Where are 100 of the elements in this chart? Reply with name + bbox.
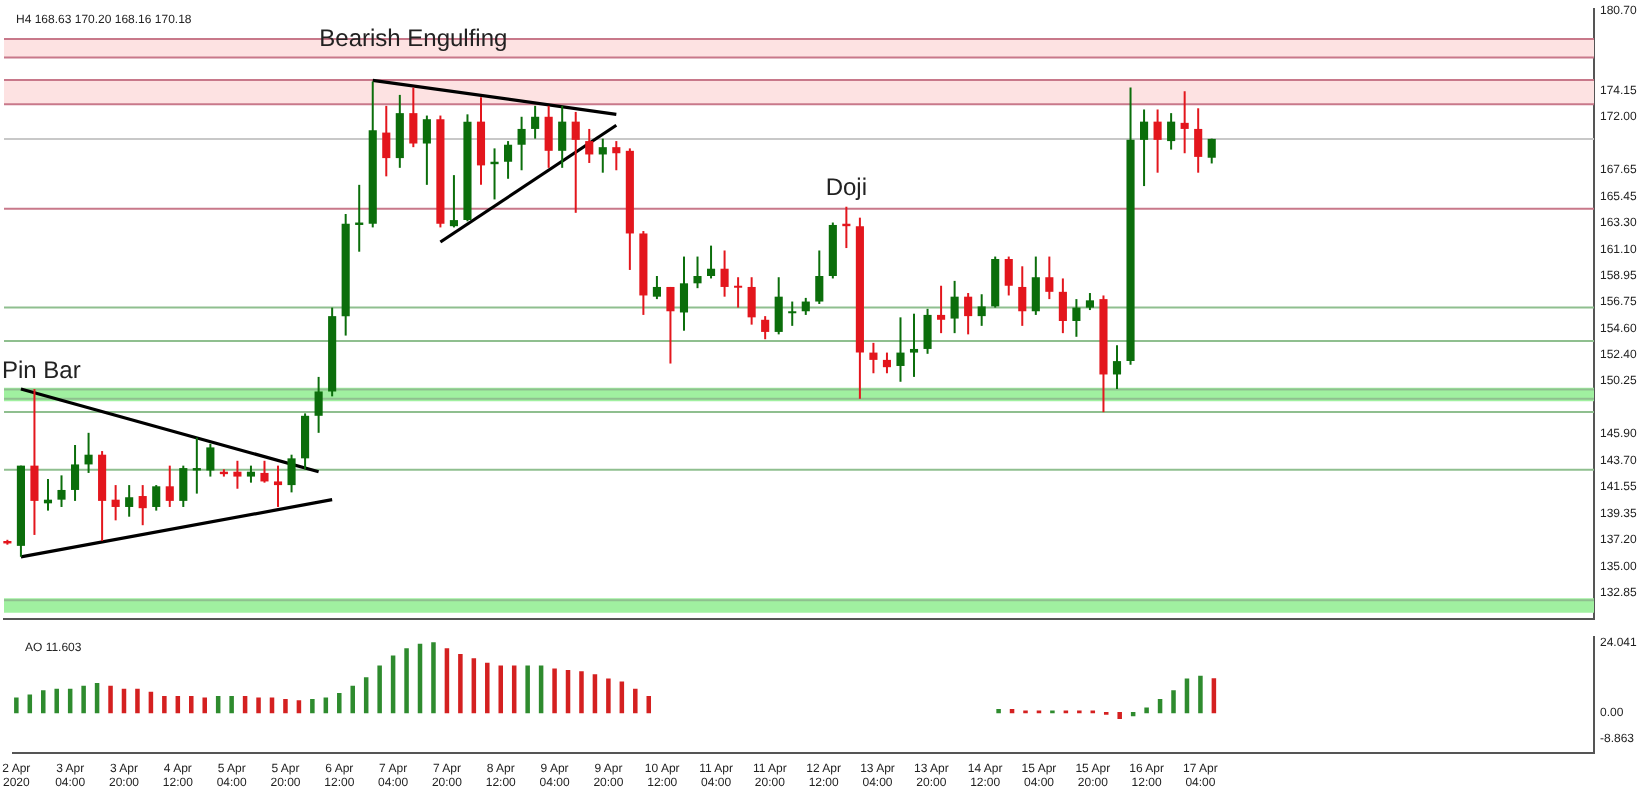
candlestick	[233, 459, 242, 490]
candlestick	[679, 255, 689, 332]
candlestick	[761, 315, 770, 341]
candlestick	[165, 464, 174, 508]
bar	[54, 688, 59, 714]
candlestick	[666, 285, 675, 365]
bar	[202, 697, 207, 714]
candlestick	[734, 276, 743, 309]
candlestick	[909, 312, 919, 378]
candlestick	[1004, 255, 1013, 297]
candlestick	[1045, 255, 1054, 301]
candlestick	[490, 147, 499, 201]
candlestick	[896, 316, 905, 383]
candlestick	[585, 127, 594, 164]
candlestick	[964, 292, 973, 336]
candlestick	[395, 93, 404, 169]
candlestick	[652, 275, 661, 301]
candlestick	[1018, 265, 1027, 327]
candlestick	[287, 453, 296, 494]
candlestick	[314, 375, 323, 434]
candlestick	[977, 293, 986, 327]
candlestick	[598, 137, 607, 174]
candlestick	[111, 484, 120, 522]
candlestick	[138, 484, 147, 527]
bar	[1171, 690, 1176, 714]
bar	[81, 685, 86, 714]
bar	[431, 642, 436, 714]
bar	[1117, 711, 1122, 720]
candlestick	[98, 450, 107, 543]
candlestick	[950, 279, 959, 335]
candlestick	[869, 341, 878, 375]
candlestick	[788, 300, 797, 327]
bar	[162, 695, 167, 714]
bar	[310, 698, 315, 714]
candlestick	[1140, 108, 1149, 188]
candlestick	[70, 443, 80, 502]
candlestick	[1167, 112, 1176, 151]
bar	[296, 700, 302, 714]
candlestick	[571, 110, 580, 214]
candlestick	[57, 474, 66, 508]
candlestick	[1207, 137, 1216, 165]
candlestick	[260, 459, 269, 484]
bar	[404, 648, 409, 714]
candlestick	[273, 464, 283, 508]
bar	[256, 697, 261, 714]
candlestick	[706, 244, 716, 280]
bar	[1198, 675, 1203, 714]
bar	[283, 698, 288, 714]
candlestick	[1072, 298, 1081, 338]
candlestick	[544, 104, 553, 169]
candlestick	[558, 104, 567, 169]
candlestick	[774, 276, 783, 336]
candlestick	[1153, 108, 1162, 174]
candlestick	[206, 442, 215, 478]
candlestick	[882, 351, 892, 375]
candlestick	[1058, 277, 1067, 335]
bar	[485, 662, 490, 714]
candlestick	[1194, 107, 1203, 174]
bar	[1144, 707, 1149, 714]
bar	[135, 688, 140, 714]
candlestick	[422, 114, 431, 186]
bar	[498, 665, 504, 714]
bar	[606, 678, 611, 714]
candlestick	[517, 115, 526, 172]
bar	[229, 695, 234, 714]
candlestick	[747, 276, 756, 326]
annotation: Bearish Engulfing	[319, 24, 508, 53]
candlestick	[382, 104, 391, 178]
bar	[108, 685, 113, 714]
candlestick	[504, 140, 513, 180]
annotation: Pin Bar	[2, 355, 81, 384]
candlestick	[991, 255, 1000, 309]
candlestick	[409, 86, 418, 149]
candlestick	[152, 484, 161, 512]
candlestick	[923, 307, 932, 355]
candlestick	[179, 464, 188, 508]
candlestick	[815, 249, 824, 305]
candlestick	[531, 104, 540, 140]
candlestick	[125, 484, 134, 518]
bar	[189, 695, 194, 714]
candlestick	[476, 96, 486, 186]
candlestick	[693, 255, 702, 290]
bar	[458, 653, 463, 714]
bar	[377, 665, 382, 714]
annotation: Doji	[825, 173, 868, 202]
bar	[337, 693, 342, 714]
bar	[633, 688, 638, 714]
bar	[350, 685, 355, 714]
bar	[525, 665, 530, 714]
bar	[552, 668, 557, 714]
bar	[646, 695, 652, 714]
candlestick	[449, 174, 458, 229]
candlestick	[937, 284, 946, 335]
candlestick	[192, 436, 201, 495]
candlestick	[1180, 90, 1189, 155]
bar	[41, 690, 46, 714]
bar	[14, 697, 19, 714]
candlestick	[30, 388, 39, 536]
candlestick	[1031, 255, 1040, 316]
candlestick	[84, 431, 93, 474]
